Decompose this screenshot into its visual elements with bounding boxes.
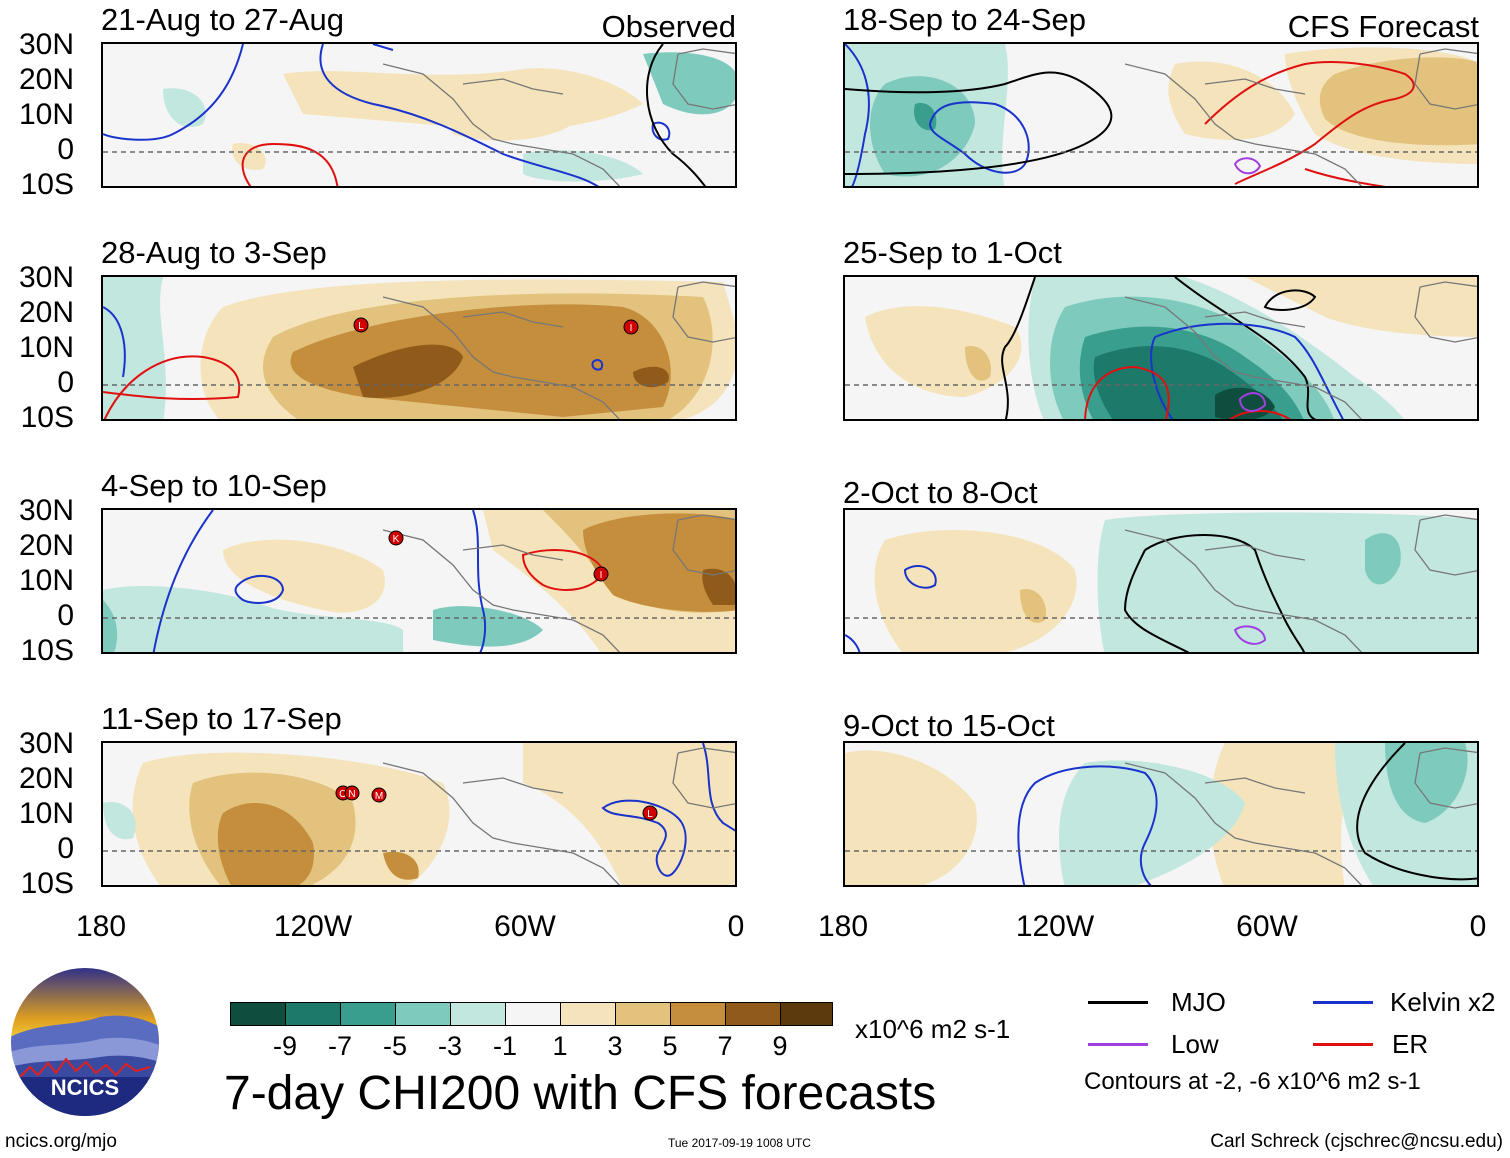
lon-label: 180 <box>75 910 127 943</box>
lon-label: 60W <box>1236 910 1298 943</box>
colorbar-swatch <box>780 1002 833 1026</box>
panel-title: 2-Oct to 8-Oct <box>843 475 1038 510</box>
storm-label: L <box>358 321 364 332</box>
panel-title: 28-Aug to 3-Sep <box>101 235 327 270</box>
colorbar-tick: 9 <box>772 1031 788 1061</box>
lat-label: 10S <box>20 634 74 667</box>
storm-label: I <box>630 323 633 334</box>
storm-label: I <box>600 570 603 581</box>
storm-label: N <box>348 789 355 800</box>
panel-title: 11-Sep to 17-Sep <box>101 701 342 736</box>
panel-title: 4-Sep to 10-Sep <box>101 468 327 503</box>
lat-label: 30N <box>18 494 74 527</box>
legend-line-low <box>1088 1043 1148 1046</box>
storm-icon-1: K <box>388 530 404 546</box>
footer-author: Carl Schreck (cjschrec@ncsu.edu) <box>1210 1131 1503 1152</box>
lat-label: 30N <box>18 28 74 61</box>
legend-line-kelvin <box>1313 1001 1373 1004</box>
lat-label: 20N <box>18 762 74 795</box>
lat-label: 0 <box>57 832 74 865</box>
lat-label: 10N <box>18 797 74 830</box>
colorbar-swatch <box>615 1002 671 1026</box>
lon-label: 60W <box>494 910 556 943</box>
lat-label: 10N <box>18 331 74 364</box>
colorbar-tick: -5 <box>382 1031 407 1061</box>
panel-title: 18-Sep to 24-Sep <box>843 2 1087 37</box>
storm-label: L <box>647 809 653 820</box>
legend-label-mjo: MJO <box>1171 987 1226 1017</box>
colorbar-tick: -9 <box>272 1031 297 1061</box>
legend-label-low: Low <box>1171 1029 1219 1059</box>
colorbar-swatch <box>670 1002 726 1026</box>
map-panel-4: O N M L <box>101 741 737 887</box>
storm-label: M <box>375 791 383 802</box>
colorbar-tick: 3 <box>607 1031 623 1061</box>
cfs-forecast-label: CFS Forecast <box>1287 9 1479 44</box>
lat-label: 30N <box>18 261 74 294</box>
map-panel-7 <box>843 508 1479 654</box>
lat-label: 30N <box>18 727 74 760</box>
map-panel-2: L I <box>101 275 737 421</box>
colorbar-swatch <box>395 1002 451 1026</box>
lat-label: 20N <box>18 63 74 96</box>
lat-label: 10S <box>20 401 74 434</box>
legend-label-er: ER <box>1392 1029 1429 1059</box>
colorbar-tick: -3 <box>437 1031 462 1061</box>
lat-label: 10N <box>18 564 74 597</box>
contour-note: Contours at -2, -6 x10^6 m2 s-1 <box>1084 1068 1421 1095</box>
map-panel-8 <box>843 741 1479 887</box>
colorbar-tick: -7 <box>327 1031 352 1061</box>
lat-label: 10N <box>18 98 74 131</box>
colorbar-swatch <box>285 1002 341 1026</box>
ncics-logo: NCICS <box>10 967 160 1117</box>
lat-label: 20N <box>18 296 74 329</box>
colorbar-tick: 5 <box>662 1031 678 1061</box>
lat-label: 20N <box>18 529 74 562</box>
lon-label: 0 <box>1469 910 1487 943</box>
colorbar-tick: -1 <box>492 1031 517 1061</box>
map-panel-6 <box>843 275 1479 421</box>
map-panel-5 <box>843 42 1479 188</box>
colorbar-swatch <box>560 1002 616 1026</box>
panel-title: 9-Oct to 15-Oct <box>843 708 1055 743</box>
lat-label: 0 <box>57 599 74 632</box>
legend-label-kelvin: Kelvin x2 <box>1390 987 1496 1017</box>
lon-label: 0 <box>727 910 745 943</box>
logo-text: NCICS <box>51 1075 119 1100</box>
storm-icon-2: N <box>344 785 360 801</box>
colorbar-swatch <box>505 1002 561 1026</box>
legend-line-mjo <box>1088 1001 1148 1004</box>
lon-label: 120W <box>273 910 353 943</box>
colorbar-units: x10^6 m2 s-1 <box>855 1014 1011 1044</box>
lon-label: 120W <box>1015 910 1095 943</box>
colorbar-swatch <box>230 1002 286 1026</box>
main-title: 7-day CHI200 with CFS forecasts <box>224 1067 937 1120</box>
lat-label: 10S <box>20 168 74 201</box>
legend-line-er <box>1313 1043 1373 1046</box>
colorbar-swatch <box>450 1002 506 1026</box>
colorbar-swatch <box>340 1002 396 1026</box>
storm-icon-2: I <box>623 319 639 335</box>
footer-url[interactable]: ncics.org/mjo <box>5 1131 117 1152</box>
map-panel-1 <box>101 42 737 188</box>
storm-icon-4: L <box>642 805 658 821</box>
storm-icon-1: L <box>353 317 369 333</box>
lat-label: 10S <box>20 867 74 900</box>
colorbar-tick: 7 <box>717 1031 733 1061</box>
panel-title: 21-Aug to 27-Aug <box>101 2 345 37</box>
observed-label: Observed <box>601 9 736 44</box>
colorbar-tick: 1 <box>552 1031 568 1061</box>
panel-title: 25-Sep to 1-Oct <box>843 235 1062 270</box>
lat-label: 0 <box>57 366 74 399</box>
storm-icon-3: M <box>371 787 387 803</box>
storm-icon-2: I <box>593 566 609 582</box>
lat-label: 0 <box>57 133 74 166</box>
footer-timestamp: Tue 2017-09-19 1008 UTC <box>668 1136 811 1150</box>
lon-label: 180 <box>817 910 869 943</box>
map-panel-3: K I <box>101 508 737 654</box>
colorbar-swatch <box>725 1002 781 1026</box>
storm-label: O <box>339 789 347 800</box>
storm-label: K <box>393 534 400 545</box>
